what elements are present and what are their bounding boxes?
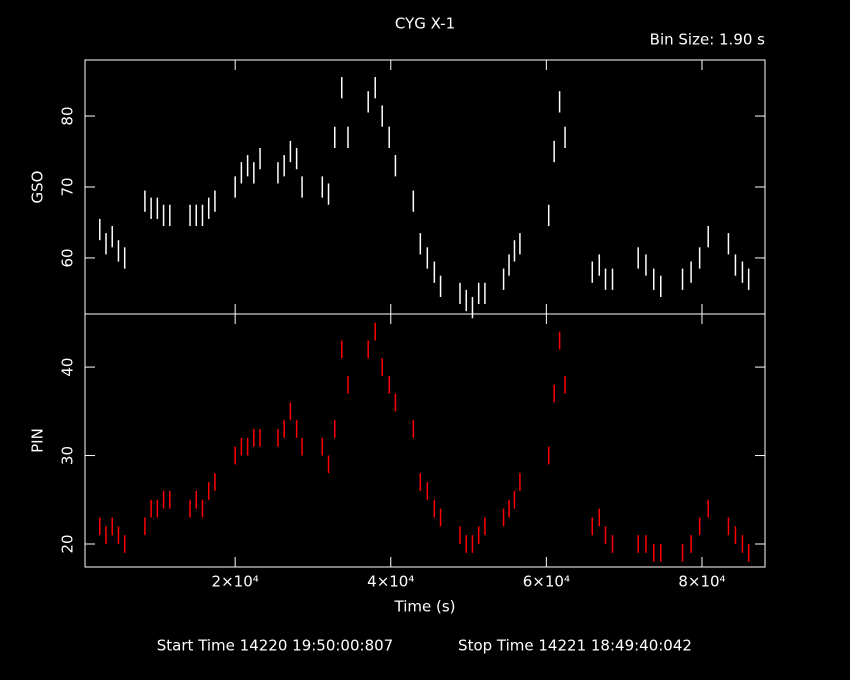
stop-time: Stop Time 14221 18:49:40:042 xyxy=(458,637,692,655)
bin-size: Bin Size: 1.90 s xyxy=(650,31,766,49)
y-tick-label: 30 xyxy=(59,446,77,465)
y-axis-label: PIN xyxy=(29,428,47,453)
y-tick-label: 70 xyxy=(59,177,77,196)
top-frame xyxy=(84,59,766,315)
y-axis-label: GSO xyxy=(29,171,47,204)
start-time: Start Time 14220 19:50:00:807 xyxy=(157,637,393,655)
x-tick-label: 6×10⁴ xyxy=(523,573,570,591)
y-tick-label: 80 xyxy=(59,107,77,126)
bottom-frame xyxy=(84,313,766,568)
x-tick-label: 8×10⁴ xyxy=(678,573,725,591)
x-tick-label: 4×10⁴ xyxy=(367,573,414,591)
y-tick-label: 20 xyxy=(59,534,77,553)
y-tick-label: 40 xyxy=(59,358,77,377)
x-axis-label: Time (s) xyxy=(394,598,456,616)
x-tick-label: 2×10⁴ xyxy=(212,573,259,591)
chart-title: CYG X-1 xyxy=(395,15,455,33)
y-tick-label: 60 xyxy=(59,248,77,267)
